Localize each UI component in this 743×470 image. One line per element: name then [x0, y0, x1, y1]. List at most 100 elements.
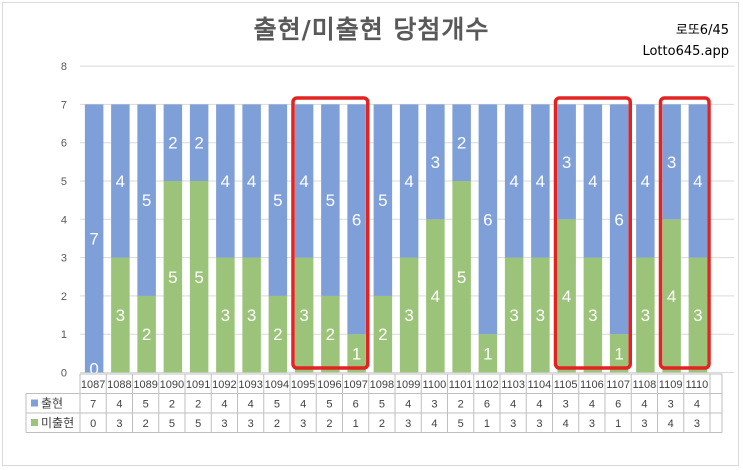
- x-tick-label: 1091: [186, 379, 210, 391]
- bar-missing: [636, 257, 655, 373]
- data-label-missing: 0: [89, 360, 98, 379]
- data-label-shown: 4: [641, 172, 650, 191]
- bar-shown: [426, 104, 445, 220]
- brand-line-2: Lotto645.app: [642, 44, 729, 59]
- data-label-shown: 3: [562, 153, 571, 172]
- bar-missing: [268, 295, 288, 373]
- data-label-shown: 7: [89, 229, 98, 248]
- data-label-shown: 4: [509, 172, 518, 191]
- table-cell: 5: [143, 399, 149, 411]
- bar-shown: [373, 104, 393, 296]
- table-cell: 5: [169, 418, 175, 430]
- x-tick-label: 1089: [133, 379, 157, 391]
- table-cell: 4: [300, 399, 306, 411]
- table-cell: 4: [431, 418, 437, 430]
- data-label-shown: 6: [483, 210, 492, 229]
- x-tick-label: 1093: [238, 379, 262, 391]
- data-label-missing: 5: [168, 268, 177, 287]
- legend-label: 미출현: [41, 416, 74, 430]
- data-label-shown: 4: [221, 172, 230, 191]
- table-cell: 4: [641, 399, 647, 411]
- bar-missing: [662, 219, 681, 373]
- x-tick-label: 1110: [685, 379, 708, 391]
- bar-shown: [504, 104, 524, 258]
- table-cell: 3: [694, 418, 700, 430]
- bar-missing: [399, 257, 419, 373]
- data-label-shown: 4: [588, 172, 597, 191]
- highlight-box: [658, 96, 711, 370]
- bar-missing: [478, 334, 498, 373]
- table-cell: 4: [694, 399, 700, 411]
- bar-shown: [399, 104, 419, 258]
- table-cell: 5: [326, 399, 332, 411]
- bar-shown: [268, 104, 288, 296]
- bar-shown: [111, 104, 130, 258]
- bar-missing: [189, 181, 209, 373]
- bar-missing: [216, 257, 235, 373]
- y-tick-label: 6: [61, 138, 67, 150]
- table-cell: 2: [195, 399, 201, 411]
- x-tick-label: 1090: [160, 379, 184, 391]
- chart-title: 출현/미출현 당첨개수: [253, 15, 490, 44]
- bar-shown: [163, 104, 183, 181]
- data-label-shown: 4: [404, 172, 413, 191]
- x-tick-label: 1095: [291, 379, 315, 391]
- data-label-missing: 3: [404, 306, 413, 325]
- x-tick-label: 1107: [606, 379, 630, 391]
- bar-missing: [504, 257, 524, 373]
- table-cell: 6: [615, 399, 621, 411]
- data-label-missing: 3: [509, 306, 518, 325]
- bar-shown: [609, 104, 629, 335]
- data-label-missing: 2: [326, 325, 335, 344]
- table-cell: 3: [536, 418, 542, 430]
- table-cell: 2: [274, 418, 280, 430]
- data-label-shown: 5: [378, 191, 387, 210]
- y-tick-label: 3: [61, 253, 67, 265]
- data-label-shown: 2: [457, 134, 466, 153]
- bar-shown: [189, 104, 209, 181]
- bar-shown: [294, 104, 314, 258]
- table-cell: 4: [510, 399, 516, 411]
- bar-shown: [583, 104, 603, 258]
- table-cell: 2: [326, 418, 332, 430]
- table-cell: 3: [405, 418, 411, 430]
- bar-missing: [609, 334, 629, 373]
- data-label-missing: 2: [273, 325, 282, 344]
- table-cell: 3: [116, 418, 122, 430]
- bar-missing: [557, 219, 576, 373]
- y-tick-label: 2: [61, 291, 67, 303]
- bar-shown: [84, 104, 104, 373]
- data-label-shown: 2: [168, 134, 177, 153]
- bar-shown: [321, 104, 340, 296]
- table-cell: 3: [589, 418, 595, 430]
- x-tick-label: 1098: [370, 379, 394, 391]
- table-cell: 0: [90, 418, 96, 430]
- data-label-missing: 1: [352, 344, 361, 363]
- data-label-missing: 3: [247, 306, 256, 325]
- data-label-shown: 6: [352, 210, 361, 229]
- table-cell: 4: [248, 399, 254, 411]
- table-cell: 3: [641, 418, 647, 430]
- table-cell: 5: [274, 399, 280, 411]
- bar-shown: [557, 104, 576, 220]
- table-cell: 2: [143, 418, 149, 430]
- bar-missing: [242, 257, 261, 373]
- highlight-box: [291, 96, 370, 370]
- bar-missing: [294, 257, 314, 373]
- bar-missing: [111, 257, 130, 373]
- bar-shown: [347, 104, 366, 335]
- table-cell: 5: [458, 418, 464, 430]
- data-label-shown: 4: [247, 172, 256, 191]
- bar-missing: [373, 295, 393, 373]
- data-label-shown: 5: [273, 191, 282, 210]
- table-cell: 1: [353, 418, 359, 430]
- data-label-missing: 3: [221, 306, 230, 325]
- bar-missing: [163, 181, 183, 373]
- data-label-shown: 4: [299, 172, 308, 191]
- bar-shown: [478, 104, 498, 335]
- x-tick-label: 1108: [633, 379, 657, 391]
- data-label-missing: 4: [431, 287, 440, 306]
- table-cell: 1: [615, 418, 621, 430]
- data-label-shown: 5: [142, 191, 151, 210]
